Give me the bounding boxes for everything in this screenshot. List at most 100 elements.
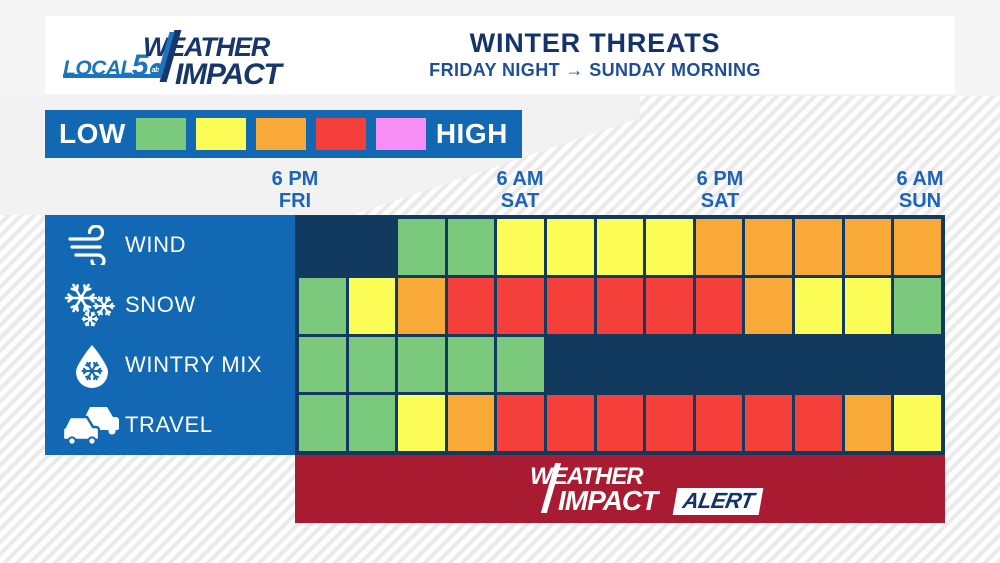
time-axis: 6 PM FRI 6 AM SAT 6 PM SAT 6 AM SUN xyxy=(272,168,945,214)
cell-wind-6 xyxy=(596,219,644,275)
time-tick-hour: 6 AM xyxy=(496,168,544,190)
legend-swatch-level-5-extreme xyxy=(375,118,426,150)
cell-snow-11 xyxy=(844,277,892,334)
cell-travel-4 xyxy=(497,395,545,451)
cell-snow-9 xyxy=(745,277,793,334)
weather-impact-alert-banner: WEATHER IMPACT ALERT xyxy=(295,455,945,523)
cell-travel-8 xyxy=(695,395,743,451)
threat-row-snow xyxy=(299,277,941,334)
cell-snow-7 xyxy=(646,277,693,334)
time-tick-day: FRI xyxy=(278,190,312,212)
cell-wintry-mix-4 xyxy=(497,336,545,393)
cell-wind-12 xyxy=(894,219,941,275)
cell-wind-3 xyxy=(447,219,495,275)
time-tick-3: 6 AM SUN xyxy=(865,168,975,212)
header-titles: WINTER THREATS FRIDAY NIGHT → SUNDAY MOR… xyxy=(325,27,955,82)
row-label-text: WIND xyxy=(125,232,187,257)
cell-travel-12 xyxy=(894,395,941,451)
local5-logo: LOCAL 5 abc xyxy=(63,49,165,82)
threat-row-wintry-mix xyxy=(299,336,941,393)
threat-matrix-panel: WIND SNOW WINTRY MIX TRAVEL xyxy=(45,215,945,455)
legend-swatch-level-4-high xyxy=(315,118,366,150)
local5-word: LOCAL xyxy=(63,56,133,80)
local5-underline xyxy=(63,74,163,78)
cell-wind-1 xyxy=(348,219,396,275)
legend-swatch-level-3-elevated xyxy=(255,118,306,150)
page-title: WINTER THREATS xyxy=(469,27,721,58)
cell-travel-10 xyxy=(795,395,842,451)
cell-wintry-mix-8 xyxy=(695,336,743,393)
cell-snow-4 xyxy=(497,277,545,334)
time-tick-hour: 6 PM xyxy=(696,168,744,190)
cell-wintry-mix-3 xyxy=(447,336,495,393)
cell-travel-11 xyxy=(844,395,892,451)
legend-high-label: HIGH xyxy=(435,118,508,149)
cell-wind-8 xyxy=(695,219,743,275)
cell-travel-3 xyxy=(447,395,495,451)
cars-icon xyxy=(59,401,125,449)
cell-wintry-mix-10 xyxy=(795,336,842,393)
cell-travel-0 xyxy=(299,395,346,451)
alert-logo-lockup: WEATHER IMPACT ALERT xyxy=(470,461,770,517)
threat-grid xyxy=(295,215,945,455)
cell-snow-3 xyxy=(447,277,495,334)
row-label-text: SNOW xyxy=(125,292,196,317)
cell-wind-4 xyxy=(497,219,545,275)
cell-snow-5 xyxy=(547,277,594,334)
cell-travel-1 xyxy=(348,395,396,451)
row-label-text: TRAVEL xyxy=(125,412,213,437)
time-tick-2: 6 PM SAT xyxy=(665,168,775,212)
cell-snow-1 xyxy=(348,277,396,334)
row-label-wind: WIND xyxy=(45,215,295,275)
time-tick-hour: 6 PM xyxy=(271,168,319,190)
alert-badge-label: ALERT xyxy=(680,488,756,513)
cell-travel-9 xyxy=(745,395,793,451)
sleet-drop-icon xyxy=(59,342,125,388)
cell-wintry-mix-7 xyxy=(646,336,693,393)
severity-legend: LOW HIGH xyxy=(45,110,522,158)
cell-wind-10 xyxy=(795,219,842,275)
time-tick-day: SUN xyxy=(898,190,942,212)
weather-impact-impact-word: IMPACT xyxy=(175,58,282,91)
legend-swatch-group xyxy=(135,118,426,150)
station-logo-lockup: LOCAL 5 abc WEATHER IMPACT xyxy=(45,16,325,94)
row-label-travel: TRAVEL xyxy=(45,395,295,455)
threat-row-wind xyxy=(299,219,941,275)
cell-snow-0 xyxy=(299,277,346,334)
threat-row-travel xyxy=(299,395,941,451)
row-labels-column: WIND SNOW WINTRY MIX TRAVEL xyxy=(45,215,295,455)
cell-snow-8 xyxy=(695,277,743,334)
alert-badge: ALERT xyxy=(672,488,764,515)
legend-swatch-level-2-moderate xyxy=(195,118,246,150)
cell-travel-6 xyxy=(596,395,644,451)
cell-wind-5 xyxy=(547,219,594,275)
cell-snow-2 xyxy=(398,277,445,334)
cell-travel-7 xyxy=(646,395,693,451)
row-label-wintry-mix: WINTRY MIX xyxy=(45,335,295,395)
time-tick-hour: 6 AM xyxy=(896,168,944,190)
local5-number: 5 xyxy=(131,49,149,82)
cell-wintry-mix-11 xyxy=(844,336,892,393)
cell-wintry-mix-2 xyxy=(398,336,445,393)
cell-wind-11 xyxy=(844,219,892,275)
cell-travel-5 xyxy=(547,395,594,451)
cell-wintry-mix-9 xyxy=(745,336,793,393)
cell-wintry-mix-0 xyxy=(299,336,346,393)
time-tick-day: SAT xyxy=(500,190,540,212)
cell-wintry-mix-12 xyxy=(894,336,941,393)
row-label-snow: SNOW xyxy=(45,275,295,335)
cell-snow-6 xyxy=(596,277,644,334)
cell-snow-12 xyxy=(894,277,941,334)
time-tick-day: SAT xyxy=(700,190,740,212)
cell-travel-2 xyxy=(398,395,445,451)
time-tick-1: 6 AM SAT xyxy=(465,168,575,212)
cell-wind-0 xyxy=(299,219,346,275)
cell-wintry-mix-5 xyxy=(547,336,594,393)
legend-low-label: LOW xyxy=(59,118,126,149)
page-subtitle: FRIDAY NIGHT → SUNDAY MORNING xyxy=(429,59,761,80)
legend-swatch-level-1-low xyxy=(135,118,186,150)
wind-icon xyxy=(59,225,125,265)
cell-wintry-mix-1 xyxy=(348,336,396,393)
alert-impact-word: IMPACT xyxy=(558,485,658,516)
header-bar: LOCAL 5 abc WEATHER IMPACT WINTER THREAT… xyxy=(45,16,955,94)
